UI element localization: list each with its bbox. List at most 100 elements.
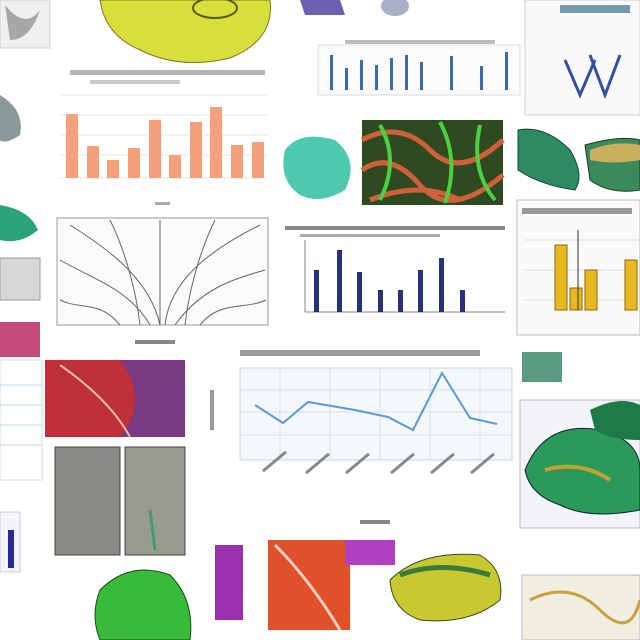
- green-stroke: [399, 565, 491, 578]
- bar: [190, 122, 202, 178]
- header-bar: [560, 5, 630, 13]
- bar: [505, 52, 508, 90]
- bar: [405, 55, 408, 90]
- caption-bar: [240, 350, 480, 356]
- bar: [169, 155, 181, 178]
- bar: [375, 65, 378, 90]
- bars: [66, 107, 264, 178]
- bar: [460, 290, 465, 312]
- caption-bar: [135, 340, 175, 344]
- bar: [360, 60, 363, 90]
- diagram-strokes: [563, 54, 622, 100]
- bar: [420, 62, 423, 90]
- bar: [107, 160, 119, 178]
- bar: [569, 287, 583, 311]
- image-line: [148, 509, 157, 551]
- axis-caption: [210, 390, 214, 430]
- bar: [330, 55, 333, 90]
- bar: [337, 250, 342, 312]
- tick-bar: [345, 452, 370, 475]
- purple-bar: [215, 545, 243, 620]
- diagram-frame: [524, 0, 640, 116]
- bar: [390, 58, 393, 90]
- bar: [66, 114, 78, 178]
- yellow-stroke: [544, 464, 612, 482]
- sketch: [0, 95, 21, 142]
- bar: [378, 290, 383, 312]
- bar: [418, 270, 423, 312]
- branch: [164, 224, 261, 326]
- line: [254, 370, 498, 432]
- bar: [439, 258, 444, 312]
- sketch: [5, 5, 40, 40]
- bars: [330, 52, 508, 90]
- thumbnail: [0, 257, 41, 301]
- map-line: [529, 590, 640, 625]
- image-line: [273, 543, 342, 631]
- caption-bar: [345, 40, 495, 44]
- bars: [554, 244, 638, 311]
- tick-bar: [470, 452, 495, 475]
- branch: [59, 259, 151, 326]
- caption-bar: [522, 208, 632, 214]
- map-frame: [521, 574, 640, 640]
- tick-bar: [430, 452, 455, 475]
- grey-shape: [381, 0, 409, 16]
- bar: [450, 56, 453, 90]
- chart-frame: [317, 44, 521, 96]
- bar: [554, 244, 568, 311]
- branch: [69, 224, 161, 326]
- spiral: [192, 0, 238, 19]
- tick-bar: [305, 452, 330, 475]
- bar: [480, 66, 483, 90]
- branch: [174, 269, 266, 326]
- green-shape: [517, 128, 580, 191]
- gridlines: [240, 368, 512, 460]
- axis-caption: [155, 202, 170, 205]
- bar: [357, 272, 362, 312]
- table-frame: [0, 359, 43, 481]
- green-shape: [94, 569, 192, 640]
- bar: [345, 68, 348, 90]
- image: [124, 446, 186, 556]
- image-line: [59, 364, 131, 438]
- teal-shape: [283, 136, 351, 199]
- tick-bar: [390, 452, 415, 475]
- caption-bar: [285, 226, 505, 230]
- bar: [252, 142, 264, 178]
- purple-shape: [345, 540, 395, 565]
- bar: [231, 145, 243, 178]
- thumbnail: [522, 352, 562, 382]
- green-shape: [590, 401, 640, 440]
- tree-frame: [56, 217, 269, 326]
- bar: [8, 530, 14, 568]
- green-shape: [0, 205, 38, 242]
- heatmap-pattern: [378, 121, 497, 204]
- bar: [314, 270, 319, 312]
- yellow-shape: [590, 143, 640, 163]
- x-tick-marks: [262, 450, 495, 475]
- bar: [149, 120, 161, 178]
- caption-bar: [90, 80, 180, 84]
- branch: [199, 299, 267, 326]
- bar: [128, 148, 140, 178]
- bar: [398, 290, 403, 312]
- bar: [87, 146, 99, 178]
- axis-caption: [360, 520, 390, 524]
- bar: [624, 259, 638, 311]
- bar: [584, 269, 598, 311]
- tick-bar: [262, 450, 287, 473]
- branch: [109, 219, 141, 326]
- caption-bar: [70, 70, 265, 75]
- image-region: [45, 360, 135, 437]
- thumbnail: [0, 322, 40, 357]
- tree-lines: [59, 219, 267, 326]
- branch: [184, 219, 216, 326]
- table-lines: [0, 384, 42, 446]
- caption-bar: [300, 234, 440, 237]
- branch: [59, 299, 121, 326]
- image: [54, 446, 121, 556]
- bar: [210, 107, 222, 178]
